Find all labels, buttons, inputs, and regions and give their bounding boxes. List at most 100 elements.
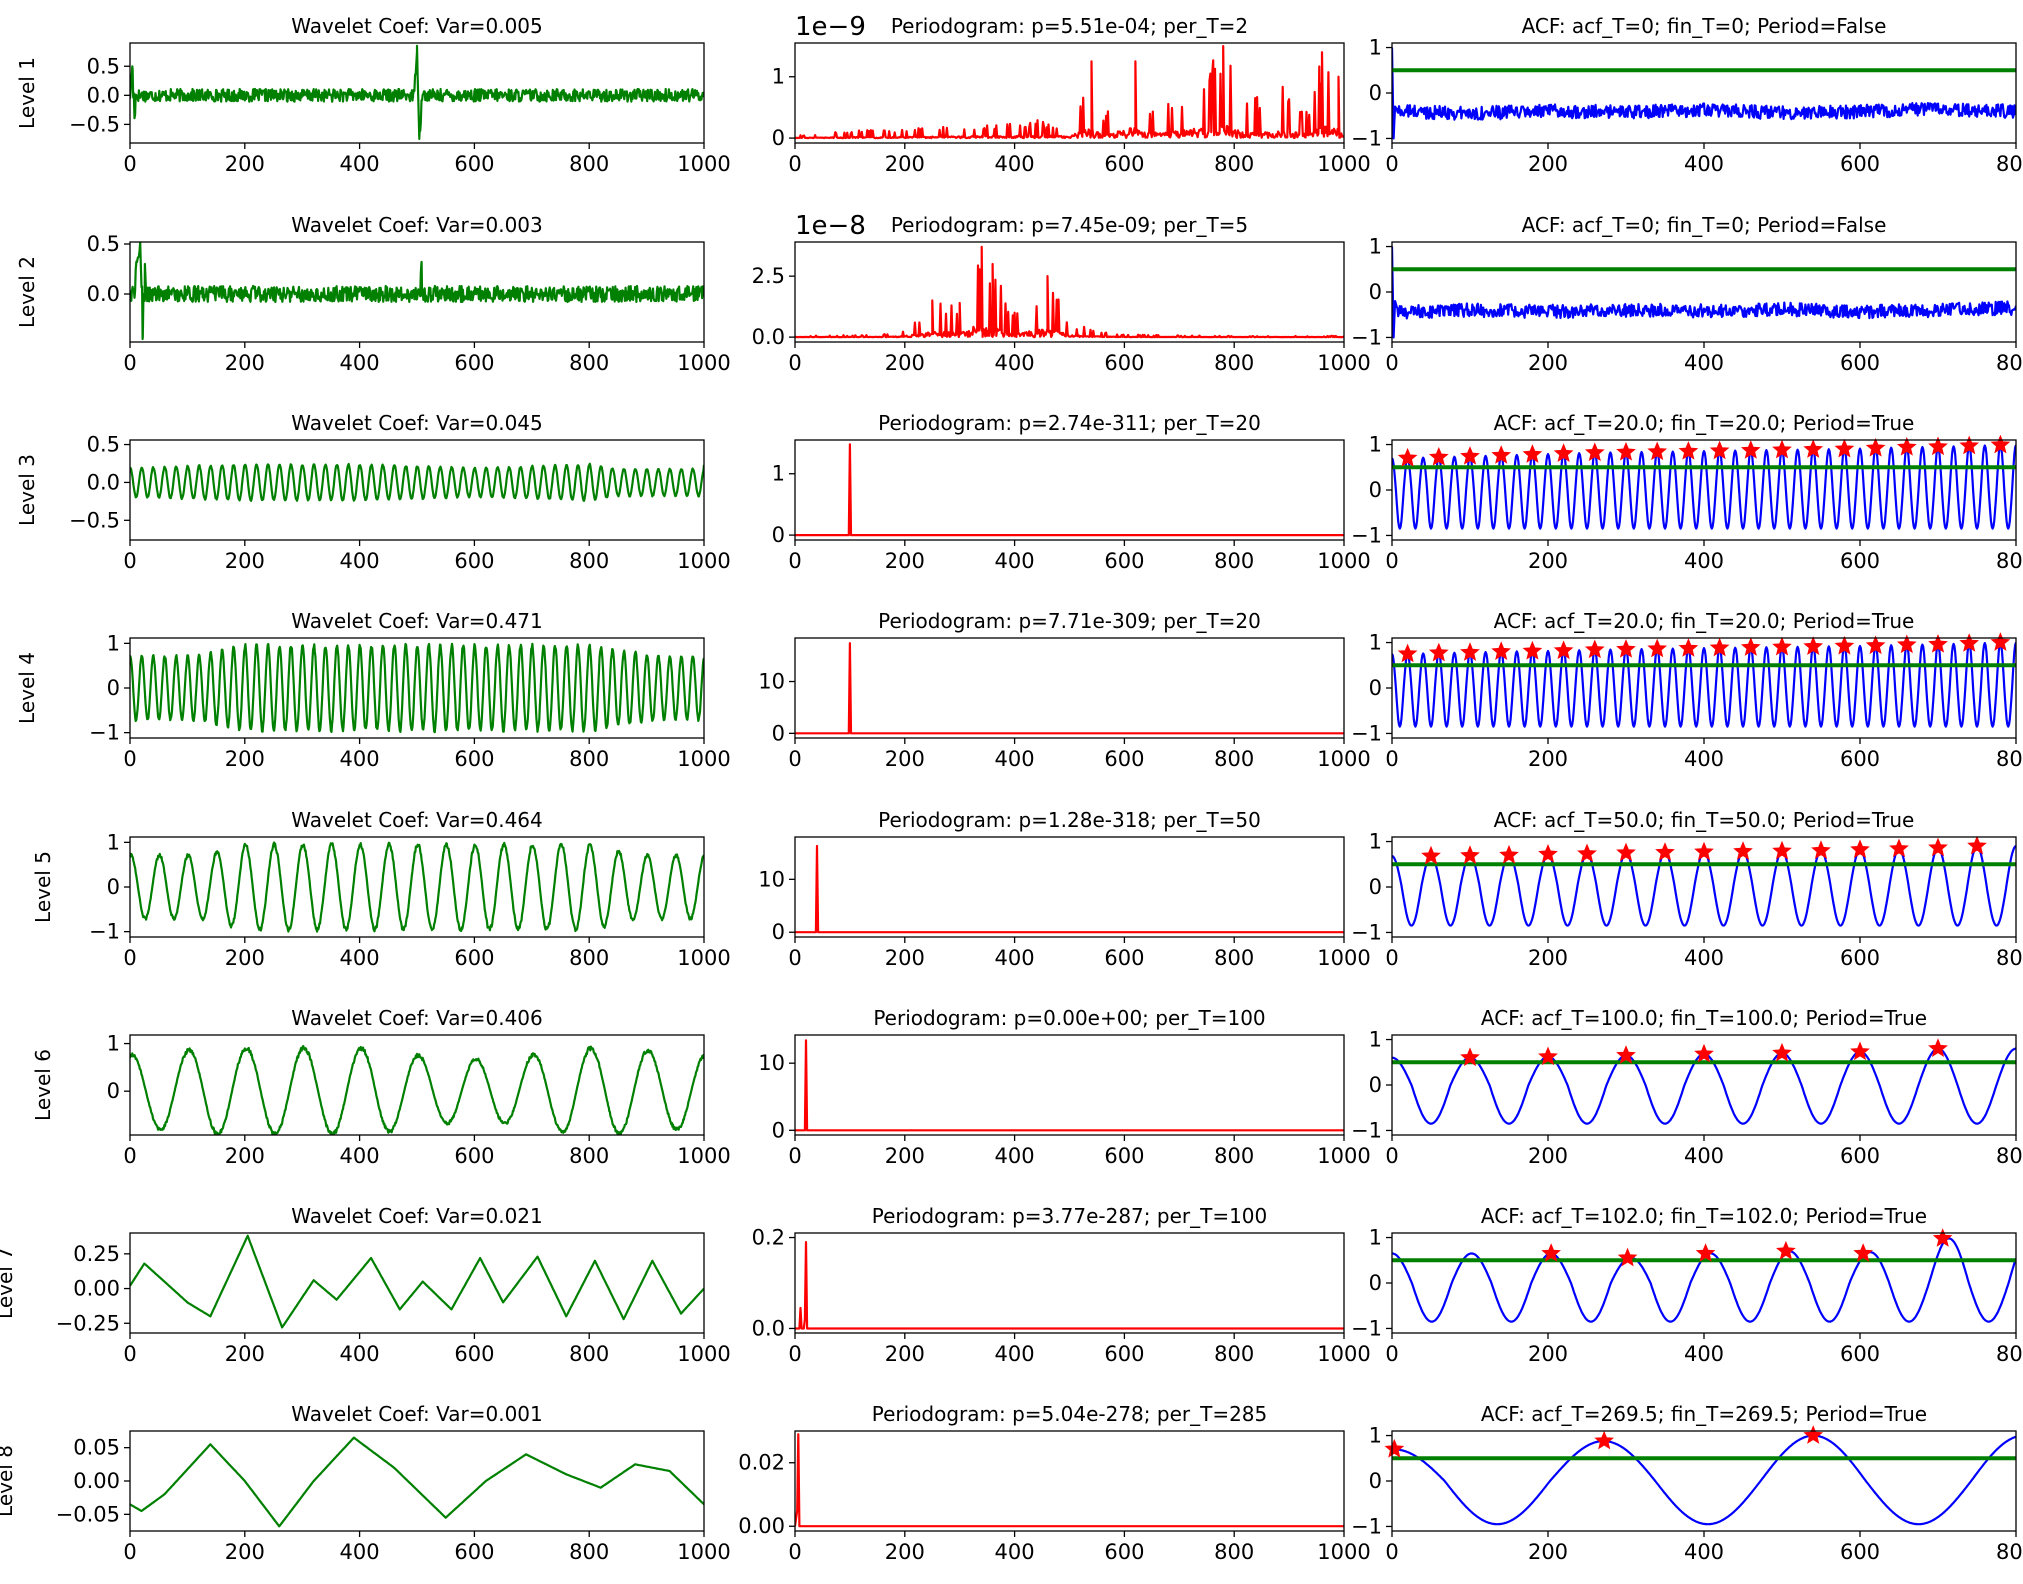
y-tick-label: 0	[107, 875, 120, 899]
x-tick-label: 1000	[1317, 1540, 1370, 1564]
y-tick-label: −1	[89, 721, 120, 745]
x-tick-label: 800	[569, 351, 609, 375]
peak-marker	[1932, 1228, 1953, 1247]
peak-marker	[1460, 642, 1480, 661]
y-tick-label: 0	[107, 676, 120, 700]
x-tick-label: 600	[1840, 1342, 1880, 1366]
y-tick-label: 0.5	[87, 433, 120, 457]
x-tick-label: 1000	[677, 152, 730, 176]
y-tick-label: 0	[772, 126, 785, 150]
x-tick-label: 800	[1214, 351, 1254, 375]
peak-marker	[1850, 1041, 1870, 1061]
y-tick-label: 1	[107, 1032, 120, 1056]
x-tick-label: 0	[123, 1540, 136, 1564]
x-tick-label: 0	[1385, 1342, 1398, 1366]
peak-marker	[1584, 442, 1605, 462]
subplot-1-periodogram: Periodogram: p=5.51e-04; per_T=2 1e−9 0 200…	[772, 12, 1371, 176]
x-tick-label: 400	[340, 152, 380, 176]
x-tick-label: 200	[1528, 351, 1568, 375]
peak-marker	[1678, 441, 1699, 460]
peak-marker	[1617, 1247, 1638, 1267]
x-tick-label: 0	[123, 549, 136, 573]
series-line	[130, 1045, 704, 1135]
x-tick-label: 1000	[1317, 152, 1370, 176]
subplot-3-periodogram: Periodogram: p=2.74e-311; per_T=20 0 200 40…	[772, 411, 1371, 573]
x-tick-label: 200	[885, 1342, 925, 1366]
y-tick-label: 0.00	[73, 1469, 120, 1493]
x-tick-label: 600	[454, 1342, 494, 1366]
x-tick-label: 600	[454, 747, 494, 771]
x-tick-label: 800	[569, 1342, 609, 1366]
x-tick-label: 800	[1214, 1342, 1254, 1366]
y-axis-label: Level 1	[15, 57, 39, 129]
y-axis-label: Level 7	[0, 1247, 17, 1319]
peak-marker	[1522, 444, 1543, 463]
y-tick-label: 0	[772, 721, 785, 745]
y-tick-label: 0.02	[738, 1451, 785, 1475]
x-tick-label: 400	[340, 351, 380, 375]
axes-frame	[794, 1430, 1345, 1532]
series-line	[795, 1433, 1344, 1528]
x-tick-label: 600	[454, 549, 494, 573]
y-tick-label: 1	[1369, 1424, 1382, 1448]
y-axis-label: Level 5	[31, 851, 55, 923]
y-tick-label: −1	[1351, 920, 1382, 944]
y-tick-label: 0.0	[87, 470, 120, 494]
peak-marker	[1803, 439, 1824, 458]
peak-marker	[1616, 1045, 1636, 1064]
x-tick-label: 800	[1214, 1540, 1254, 1564]
axes-frame	[794, 42, 1345, 144]
y-tick-label: 2.5	[752, 264, 785, 288]
x-tick-label: 200	[1528, 152, 1568, 176]
x-tick-label: 400	[340, 1144, 380, 1168]
peak-marker	[1678, 638, 1699, 657]
x-tick-label: 0	[788, 1144, 801, 1168]
x-tick-label: 800	[1214, 152, 1254, 176]
x-tick-label: 600	[454, 946, 494, 970]
subplot-title: ACF: acf_T=20.0; fin_T=20.0; Period=True	[1494, 609, 1915, 633]
x-tick-label: 0	[788, 351, 801, 375]
subplot-title: Wavelet Coef: Var=0.471	[291, 609, 543, 633]
peak-marker	[1694, 1043, 1714, 1063]
x-tick-label: 600	[1840, 946, 1880, 970]
y-tick-label: −0.25	[56, 1311, 120, 1335]
x-tick-label: 400	[340, 549, 380, 573]
x-tick-label: 600	[1104, 152, 1144, 176]
subplot-title: Periodogram: p=2.74e-311; per_T=20	[878, 411, 1261, 435]
subplot-6-periodogram: Periodogram: p=0.00e+00; per_T=100 0 200 40…	[758, 1006, 1370, 1168]
subplot-title: Periodogram: p=3.77e-287; per_T=100	[872, 1204, 1268, 1228]
x-tick-label: 400	[995, 747, 1035, 771]
peak-marker	[1740, 637, 1761, 656]
peak-marker	[1491, 641, 1512, 660]
y-tick-label: 0.00	[73, 1277, 120, 1301]
y-tick-label: −1	[1351, 1514, 1382, 1538]
subplot-title: ACF: acf_T=0; fin_T=0; Period=False	[1522, 213, 1887, 237]
x-tick-label: 1000	[677, 747, 730, 771]
peak-marker	[1959, 633, 1980, 652]
offset-text: 1e−9	[795, 12, 866, 42]
x-tick-label: 1000	[1317, 1144, 1370, 1168]
x-tick-label: 800	[1996, 747, 2023, 771]
axes-frame	[794, 836, 1345, 938]
peak-marker	[1616, 639, 1636, 658]
subplot-title: Periodogram: p=7.45e-09; per_T=5	[891, 213, 1248, 237]
x-tick-label: 0	[788, 152, 801, 176]
peak-marker	[1967, 835, 1987, 855]
y-tick-label: 10	[758, 867, 785, 891]
y-tick-label: 0	[107, 1079, 120, 1103]
y-tick-label: 0	[772, 523, 785, 547]
series-line	[795, 245, 1344, 339]
y-tick-label: 1	[1369, 1028, 1382, 1052]
y-tick-label: 1	[1369, 433, 1382, 457]
series-line	[1392, 246, 2016, 339]
axes-frame	[794, 637, 1345, 739]
x-tick-label: 200	[225, 946, 265, 970]
x-tick-label: 400	[1684, 1540, 1724, 1564]
axes-frame	[129, 241, 705, 343]
x-tick-label: 200	[225, 549, 265, 573]
x-tick-label: 1000	[677, 1342, 730, 1366]
subplot-title: Wavelet Coef: Var=0.464	[291, 808, 543, 832]
subplot-title: Periodogram: p=0.00e+00; per_T=100	[873, 1006, 1265, 1030]
subplot-title: Periodogram: p=5.51e-04; per_T=2	[891, 14, 1248, 38]
x-tick-label: 200	[885, 152, 925, 176]
